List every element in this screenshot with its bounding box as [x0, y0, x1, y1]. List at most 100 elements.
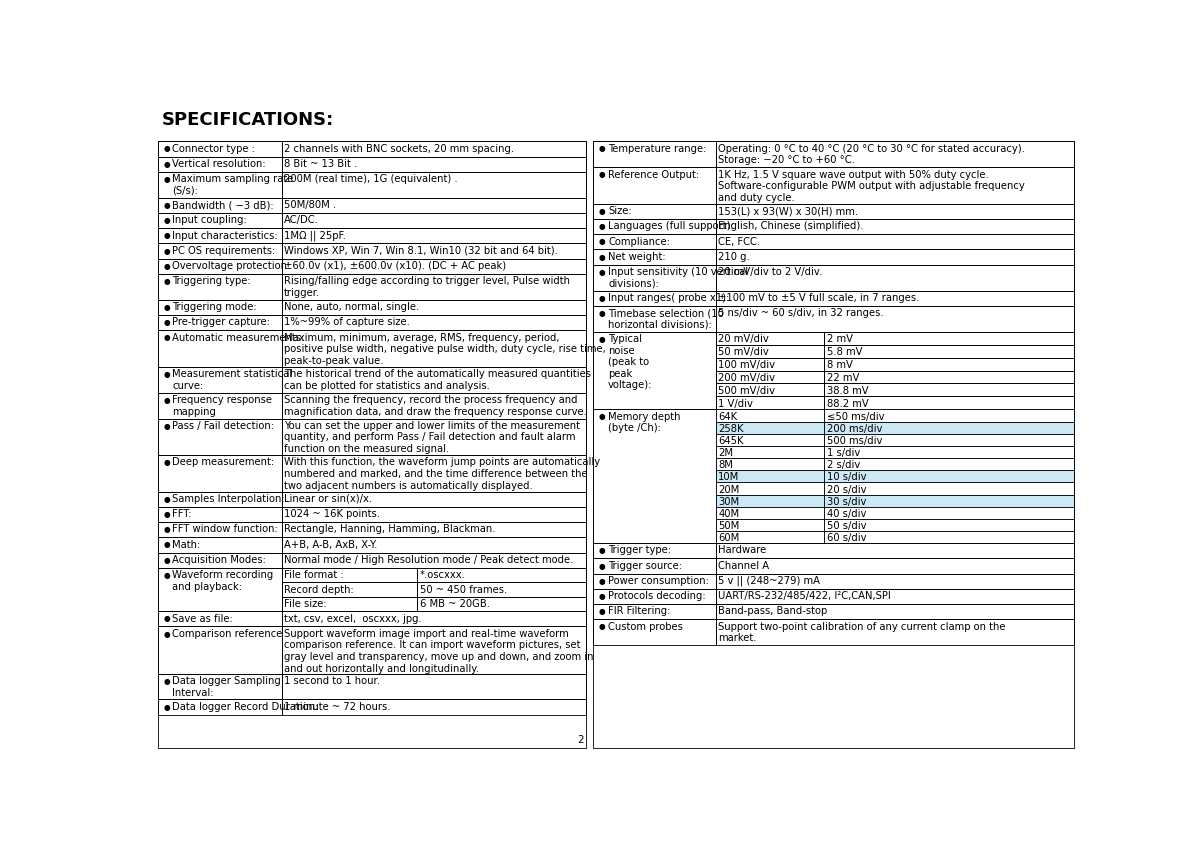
Bar [282, 492, 587, 507]
Text: Support two-point calibration of any current clamp on the
market.: Support two-point calibration of any cur… [718, 622, 1006, 643]
Bar [157, 507, 282, 522]
Text: ●: ● [599, 562, 605, 570]
Bar [593, 604, 715, 620]
Text: PC OS requirements:: PC OS requirements: [173, 246, 276, 256]
Bar [157, 259, 282, 274]
Bar [715, 306, 1074, 332]
Text: 2 s/div: 2 s/div [827, 460, 860, 471]
Bar [715, 446, 824, 458]
Bar [282, 537, 587, 552]
Text: 8M: 8M [718, 460, 733, 471]
Bar [157, 700, 282, 715]
Bar [715, 332, 824, 345]
Bar [157, 243, 282, 259]
Text: ●: ● [163, 458, 170, 467]
Bar [593, 141, 1074, 748]
Bar [157, 157, 282, 172]
Text: Input ranges( probe x1):: Input ranges( probe x1): [608, 293, 730, 303]
Text: Deep measurement:: Deep measurement: [173, 457, 275, 467]
Text: Vertical resolution:: Vertical resolution: [173, 159, 266, 169]
Text: Support waveform image import and real-time waveform
comparison reference. It ca: Support waveform image import and real-t… [284, 629, 594, 674]
Text: Hardware: Hardware [718, 545, 767, 556]
Text: ●: ● [599, 577, 605, 585]
Bar [157, 300, 282, 315]
Text: Rising/falling edge according to trigger level, Pulse width
trigger.: Rising/falling edge according to trigger… [284, 277, 570, 298]
Text: ●: ● [163, 303, 170, 312]
Bar [418, 582, 587, 597]
Bar [593, 543, 715, 558]
Bar [157, 172, 282, 197]
Text: ●: ● [163, 510, 170, 519]
Bar [824, 397, 1074, 409]
Text: Typical
noise
(peak to
peak
voltage):: Typical noise (peak to peak voltage): [608, 334, 653, 391]
Text: ●: ● [163, 160, 170, 168]
Text: 22 mV: 22 mV [827, 373, 859, 383]
Bar [824, 384, 1074, 397]
Bar [157, 455, 282, 492]
Text: Languages (full support):: Languages (full support): [608, 221, 733, 231]
Bar [593, 168, 715, 203]
Text: Channel A: Channel A [718, 561, 769, 571]
Text: Overvoltage protection:: Overvoltage protection: [173, 261, 290, 271]
Bar [282, 392, 587, 419]
Text: Linear or sin(x)/x.: Linear or sin(x)/x. [284, 494, 372, 504]
Text: 200M (real time), 1G (equivalent) .: 200M (real time), 1G (equivalent) . [284, 174, 457, 184]
Text: ●: ● [599, 592, 605, 601]
Bar [418, 597, 587, 611]
Text: 645K: 645K [718, 436, 744, 446]
Bar [824, 519, 1074, 531]
Text: 60M: 60M [718, 534, 739, 543]
Text: 2: 2 [577, 735, 584, 745]
Text: ●: ● [163, 334, 170, 342]
Text: 210 g.: 210 g. [718, 252, 750, 262]
Bar [157, 611, 282, 626]
Text: 100 mV/div: 100 mV/div [718, 360, 775, 370]
Text: Scanning the frequency, record the process frequency and
magnification data, and: Scanning the frequency, record the proce… [284, 395, 587, 417]
Text: Reference Output:: Reference Output: [608, 169, 700, 180]
Text: 1 minute ~ 72 hours.: 1 minute ~ 72 hours. [284, 702, 390, 711]
Text: ●: ● [163, 494, 170, 504]
Bar [157, 141, 587, 748]
Text: ●: ● [163, 540, 170, 550]
Text: You can set the upper and lower limits of the measurement
quantity, and perform : You can set the upper and lower limits o… [284, 421, 580, 454]
Text: 1 V/div: 1 V/div [718, 399, 752, 408]
Text: File size:: File size: [284, 599, 326, 609]
Text: Record depth:: Record depth: [284, 585, 354, 595]
Text: Temperature range:: Temperature range: [608, 144, 707, 154]
Text: Memory depth
(byte /Ch):: Memory depth (byte /Ch): [608, 412, 680, 433]
Bar [282, 507, 587, 522]
Text: 40M: 40M [718, 509, 739, 519]
Text: A+B, A-B, AxB, X-Y.: A+B, A-B, AxB, X-Y. [284, 540, 378, 550]
Text: Rectangle, Hanning, Hamming, Blackman.: Rectangle, Hanning, Hamming, Blackman. [284, 524, 496, 534]
Text: Trigger source:: Trigger source: [608, 561, 682, 571]
Bar [157, 213, 282, 228]
Bar [824, 345, 1074, 357]
Text: File format :: File format : [284, 570, 343, 580]
Text: 60 s/div: 60 s/div [827, 534, 866, 543]
Bar [157, 330, 282, 367]
Text: 50 ~ 450 frames.: 50 ~ 450 frames. [420, 585, 506, 595]
Text: Bandwidth ( −3 dB):: Bandwidth ( −3 dB): [173, 200, 274, 210]
Text: ●: ● [163, 571, 170, 580]
Bar [282, 315, 587, 330]
Bar [715, 494, 824, 506]
Text: Connector type :: Connector type : [173, 144, 256, 154]
Bar [157, 552, 282, 568]
Text: ●: ● [599, 546, 605, 555]
Text: Protocols decoding:: Protocols decoding: [608, 591, 706, 601]
Bar [593, 620, 715, 645]
Bar [282, 552, 587, 568]
Bar [282, 674, 587, 700]
Text: 40 s/div: 40 s/div [827, 509, 866, 519]
Bar [593, 574, 715, 589]
Text: txt, csv, excel,  oscxxx, jpg.: txt, csv, excel, oscxxx, jpg. [284, 614, 422, 624]
Text: 1K Hz, 1.5 V square wave output with 50% duty cycle.
Software-configurable PWM o: 1K Hz, 1.5 V square wave output with 50%… [718, 169, 1025, 203]
Text: 500 mV/div: 500 mV/div [718, 386, 775, 396]
Text: ●: ● [163, 630, 170, 638]
Text: *.oscxxx.: *.oscxxx. [420, 570, 466, 580]
Text: Band-pass, Band-stop: Band-pass, Band-stop [718, 607, 827, 616]
Bar [715, 483, 824, 494]
Bar [282, 582, 418, 597]
Text: ●: ● [599, 268, 605, 277]
Text: Input sensitivity (10 vertical
divisions):: Input sensitivity (10 vertical divisions… [608, 267, 748, 288]
